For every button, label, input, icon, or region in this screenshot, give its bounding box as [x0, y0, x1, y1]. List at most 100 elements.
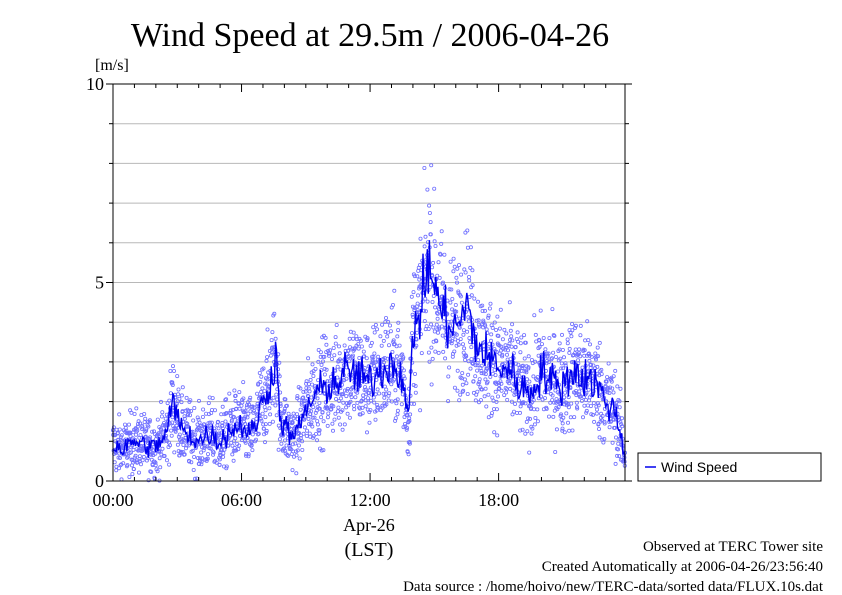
scatter-point [519, 335, 524, 340]
scatter-point [486, 313, 491, 318]
scatter-point [550, 393, 555, 398]
scatter-point [373, 360, 378, 365]
scatter-point [415, 301, 420, 306]
scatter-point [121, 461, 126, 466]
y-tick-label: 5 [95, 273, 104, 293]
scatter-point [473, 398, 478, 403]
scatter-point [326, 411, 331, 416]
scatter-point [232, 415, 237, 420]
chart-title: Wind Speed at 29.5m / 2006-04-26 [131, 17, 609, 54]
scatter-point [448, 259, 453, 264]
scatter-point [249, 443, 254, 448]
scatter-point [371, 325, 376, 330]
scatter-point [465, 391, 470, 396]
scatter-point [357, 406, 362, 411]
scatter-point [562, 430, 567, 435]
scatter-point [317, 428, 322, 433]
scatter-point [217, 462, 222, 467]
y-axis-label: [m/s] [95, 57, 129, 74]
scatter-point [486, 315, 491, 320]
scatter-point [596, 403, 601, 408]
scatter-point [611, 417, 616, 422]
scatter-point [409, 401, 414, 406]
scatter-point [378, 408, 383, 413]
scatter-point [199, 445, 204, 450]
scatter-point [428, 322, 433, 327]
scatter-point [367, 420, 372, 425]
scatter-point [297, 431, 302, 436]
scatter-point [175, 442, 180, 447]
scatter-point [439, 241, 444, 246]
scatter-point [352, 407, 357, 412]
scatter-point [495, 394, 500, 399]
series-line-wind-speed [112, 240, 626, 463]
scatter-point [258, 379, 263, 384]
scatter-point [570, 353, 575, 358]
scatter-point [507, 300, 512, 305]
scatter-point [518, 350, 523, 355]
scatter-point [492, 347, 497, 352]
scatter-point [325, 405, 330, 410]
scatter-point [475, 389, 480, 394]
scatter-point [620, 424, 625, 429]
scatter-point [149, 469, 154, 474]
scatter-point [227, 391, 232, 396]
scatter-point [516, 362, 521, 367]
scatter-point [474, 318, 479, 323]
scatter-point [337, 351, 342, 356]
scatter-point [468, 366, 473, 371]
scatter-point [171, 368, 176, 373]
scatter-point [324, 367, 329, 372]
scatter-point [437, 275, 442, 280]
scatter-point [129, 410, 134, 415]
scatter-point [128, 450, 133, 455]
scatter-point [556, 369, 561, 374]
scatter-point [532, 422, 537, 427]
scatter-point [335, 392, 340, 397]
scatter-point [586, 338, 591, 343]
scatter-point [259, 374, 264, 379]
scatter-point [153, 463, 158, 468]
scatter-point [386, 343, 391, 348]
scatter-point [330, 421, 335, 426]
scatter-point [496, 387, 501, 392]
scatter-point [456, 342, 461, 347]
scatter-point [389, 399, 394, 404]
scatter-point [475, 363, 480, 368]
scatter-point [511, 351, 516, 356]
scatter-point [437, 326, 442, 331]
scatter-point [430, 265, 435, 270]
scatter-point [390, 349, 395, 354]
scatter-point [384, 387, 389, 392]
scatter-point [458, 294, 463, 299]
scatter-point [458, 392, 463, 397]
scatter-point [195, 455, 200, 460]
scatter-point [260, 393, 265, 398]
scatter-point [455, 266, 460, 271]
scatter-point [310, 424, 315, 429]
scatter-point [223, 411, 228, 416]
scatter-point [451, 269, 456, 274]
scatter-point [451, 256, 456, 261]
scatter-point [492, 430, 497, 435]
scatter-point [135, 428, 140, 433]
scatter-point [335, 409, 340, 414]
scatter-point [219, 448, 224, 453]
scatter-point [179, 393, 184, 398]
scatter-point [447, 365, 452, 370]
scatter-point [611, 417, 616, 422]
scatter-point [504, 352, 509, 357]
scatter-point [388, 329, 393, 334]
scatter-point [605, 375, 610, 380]
scatter-point [569, 334, 574, 339]
scatter-point [286, 453, 291, 458]
scatter-point [254, 416, 259, 421]
scatter-point [404, 427, 409, 432]
scatter-point [504, 390, 509, 395]
scatter-point [553, 449, 558, 454]
scatter-point [455, 338, 460, 343]
scatter-point [489, 411, 494, 416]
scatter-point [525, 429, 530, 434]
grid-lines [113, 123, 625, 442]
scatter-point [130, 472, 135, 477]
